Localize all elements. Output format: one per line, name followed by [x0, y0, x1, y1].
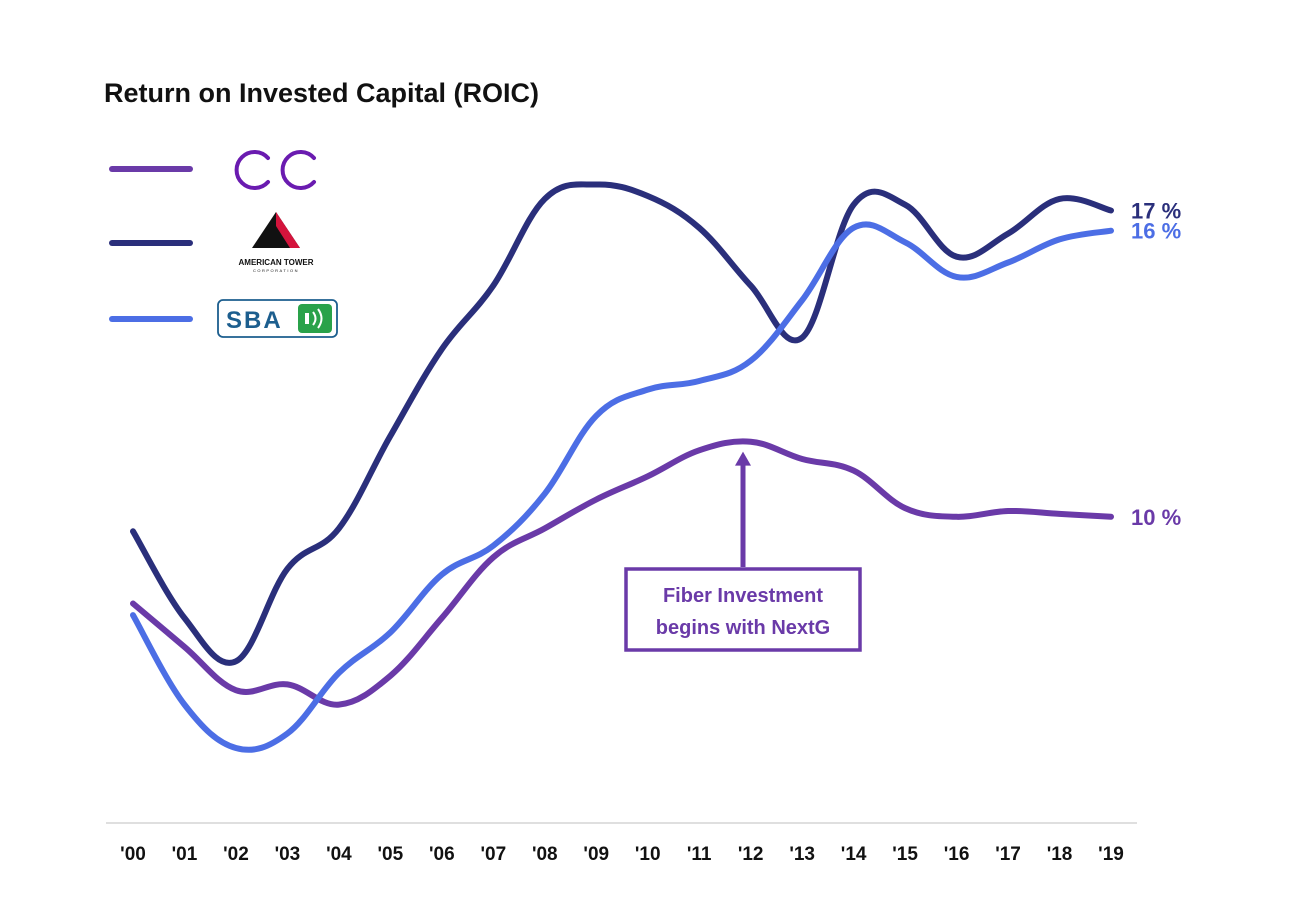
american-tower-logo: AMERICAN TOWER CORPORATION: [239, 212, 314, 273]
x-tick-label: '13: [789, 844, 815, 865]
x-tick-label: '11: [687, 844, 712, 865]
legend-item-sba: SBA: [109, 299, 338, 338]
x-tick-label: '19: [1098, 844, 1124, 865]
x-tick-label: '12: [738, 844, 764, 865]
end-labels: 10 % 17 %16 %: [1131, 198, 1181, 529]
american-tower-logo-sub: CORPORATION: [253, 268, 299, 273]
x-tick-label: '03: [275, 844, 301, 865]
x-tick-label: '08: [532, 844, 558, 865]
chart-title: Return on Invested Capital (ROIC): [104, 78, 539, 108]
x-tick-label: '10: [635, 844, 661, 865]
x-tick-labels: '00 '01 '02 '03 '04 '05 '06 '07 '08 '09 '10 '11 '12 '…: [120, 844, 1124, 865]
annotation-line-2: begins with NextG: [656, 617, 830, 639]
legend-item-american-tower: AMERICAN TOWER CORPORATION: [109, 212, 314, 273]
series-line-crown-castle: [130, 438, 1114, 708]
legend-item-crown-castle: [109, 150, 316, 190]
x-tick-label: '07: [480, 844, 506, 865]
annotation: Fiber Investment begins with NextG: [624, 451, 862, 652]
x-tick-label: '14: [841, 844, 867, 865]
annotation-line-1: Fiber Investment: [663, 585, 823, 607]
series-line-american-tower: [130, 181, 1114, 666]
x-tick-label: '01: [172, 844, 198, 865]
x-tick-label: '02: [223, 844, 249, 865]
series-line-sba: [130, 221, 1114, 753]
end-label-sba: 16 %: [1131, 219, 1181, 244]
x-tick-label: '00: [120, 844, 146, 865]
x-tick-label: '17: [995, 844, 1021, 865]
american-tower-logo-name: AMERICAN TOWER: [239, 258, 314, 267]
x-tick-label: '18: [1047, 844, 1073, 865]
legend: AMERICAN TOWER CORPORATION SBA: [109, 150, 338, 338]
end-label-american-tower: 17 %: [1131, 198, 1181, 223]
x-tick-label: '15: [892, 844, 918, 865]
sba-logo: SBA: [217, 299, 338, 338]
x-tick-label: '16: [944, 844, 970, 865]
end-label-crown-castle: 10 %: [1131, 505, 1181, 530]
x-tick-label: '05: [378, 844, 404, 865]
x-tick-label: '09: [583, 844, 609, 865]
series-layer: [130, 181, 1114, 753]
annotation-arrow-head: [735, 451, 751, 466]
x-tick-label: '06: [429, 844, 455, 865]
annotation-box: [624, 567, 862, 652]
crown-castle-logo: [234, 150, 316, 190]
x-tick-label: '04: [326, 844, 352, 865]
sba-logo-name: SBA: [226, 307, 283, 334]
